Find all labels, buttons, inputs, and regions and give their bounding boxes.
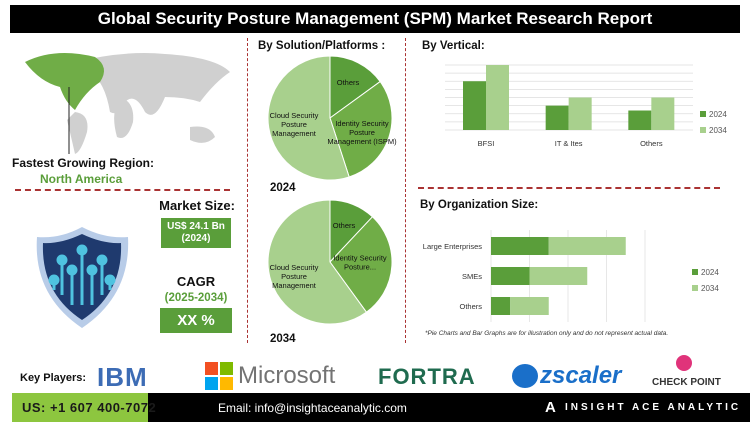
org-size-bar-chart: Large Enterprises SMEs Others 2024 2034: [423, 230, 719, 322]
solution-title: By Solution/Platforms :: [258, 40, 386, 52]
phone-bar: [12, 393, 148, 422]
microsoft-logo: Microsoft: [238, 362, 336, 389]
category-label: IT & Ites: [555, 139, 583, 148]
category-label: Large Enterprises: [423, 242, 482, 251]
org-size-title: By Organization Size:: [420, 199, 539, 211]
shield-icon: [36, 227, 129, 328]
divider: [15, 189, 230, 191]
australia-shape: [190, 126, 215, 143]
eurasia-africa-shape: [75, 53, 230, 115]
region-value: North America: [40, 172, 123, 186]
divider: [247, 38, 248, 343]
pie-slice: [329, 80, 393, 178]
pie-year-2024: 2024: [270, 182, 296, 194]
disclaimer-note: *Pie Charts and Bar Graphs are for illus…: [425, 330, 669, 337]
pie-year-2034: 2034: [270, 333, 296, 345]
report-title: Global Security Posture Management (SPM)…: [10, 5, 740, 33]
cagr-value: XX %: [160, 308, 232, 333]
market-size-label: Market Size:: [159, 198, 235, 213]
footer-bar: [148, 393, 750, 422]
category-label: SMEs: [462, 272, 482, 281]
pie-label: Others: [333, 221, 356, 230]
pie-label: Identity Security Posture...: [333, 254, 387, 272]
bar-2024: [628, 110, 652, 130]
checkpoint-logo: CHECK POINT: [652, 377, 721, 388]
pie-label: Others: [337, 78, 360, 87]
checkpoint-icon: [676, 355, 692, 371]
market-size-year: (2024): [181, 233, 211, 244]
bar-2034: [651, 97, 675, 130]
brand-name: INSIGHT ACE ANALYTIC: [565, 402, 742, 413]
ibm-logo: IBM: [97, 362, 148, 392]
brand-logo-icon: A: [545, 399, 556, 416]
divider: [418, 187, 720, 189]
bar-2034: [548, 237, 626, 255]
pie-label: Cloud Security Posture Management: [270, 111, 319, 138]
email-link[interactable]: Email: info@insightaceanalytic.com: [218, 401, 407, 415]
pie-label: Cloud Security Posture Management: [270, 263, 319, 290]
legend-swatch: [700, 111, 706, 117]
pie-slice: [329, 216, 393, 313]
microsoft-logo-icon: [205, 362, 233, 390]
zscaler-logo: zscaler: [540, 362, 622, 389]
category-label: Others: [459, 302, 482, 311]
bar-2024: [545, 105, 569, 130]
bar-2024: [491, 267, 530, 285]
legend-label: 2034: [701, 284, 719, 293]
pie-slice: [267, 199, 368, 325]
vertical-title: By Vertical:: [422, 40, 485, 52]
bar-2034: [529, 267, 588, 285]
pie-label: Identity Security Posture Management (ISPM…: [327, 119, 397, 146]
divider: [405, 38, 406, 343]
legend-label: 2034: [709, 126, 727, 135]
africa-shape: [114, 97, 134, 138]
region-label: Fastest Growing Region:: [12, 156, 155, 170]
cagr-period: (2025-2034): [164, 292, 228, 304]
legend-swatch: [700, 127, 706, 133]
world-map: [25, 53, 230, 154]
bar-2034: [486, 65, 509, 130]
bar-2024: [491, 297, 511, 315]
legend-label: 2024: [709, 110, 727, 119]
south-america-shape: [67, 112, 88, 154]
category-label: Others: [640, 139, 663, 148]
bar-2024: [463, 81, 486, 130]
legend-swatch: [692, 269, 698, 275]
bar-2024: [491, 237, 549, 255]
pie-charts: Others Identity Security Posture Management…: [267, 55, 397, 325]
cagr-label: CAGR: [176, 274, 216, 289]
bar-2034: [510, 297, 549, 315]
legend-label: 2024: [701, 268, 719, 277]
market-size-value: US$ 24.1 Bn: [167, 221, 225, 232]
legend-swatch: [692, 285, 698, 291]
fortra-logo: FORTRA: [378, 364, 476, 389]
zscaler-cloud-icon: [512, 364, 538, 388]
key-players-label: Key Players:: [20, 372, 87, 384]
pie-slice: [267, 55, 350, 181]
market-size-box: US$ 24.1 Bn (2024): [161, 218, 231, 248]
vertical-bar-chart: BFSI IT & Ites Others 2024 2034: [445, 64, 727, 148]
bar-2034: [568, 97, 592, 130]
category-label: BFSI: [478, 139, 495, 148]
phone-number[interactable]: US: +1 607 400-7072: [22, 400, 157, 415]
north-america-shape: [25, 53, 104, 110]
pie-slice: [329, 55, 381, 119]
